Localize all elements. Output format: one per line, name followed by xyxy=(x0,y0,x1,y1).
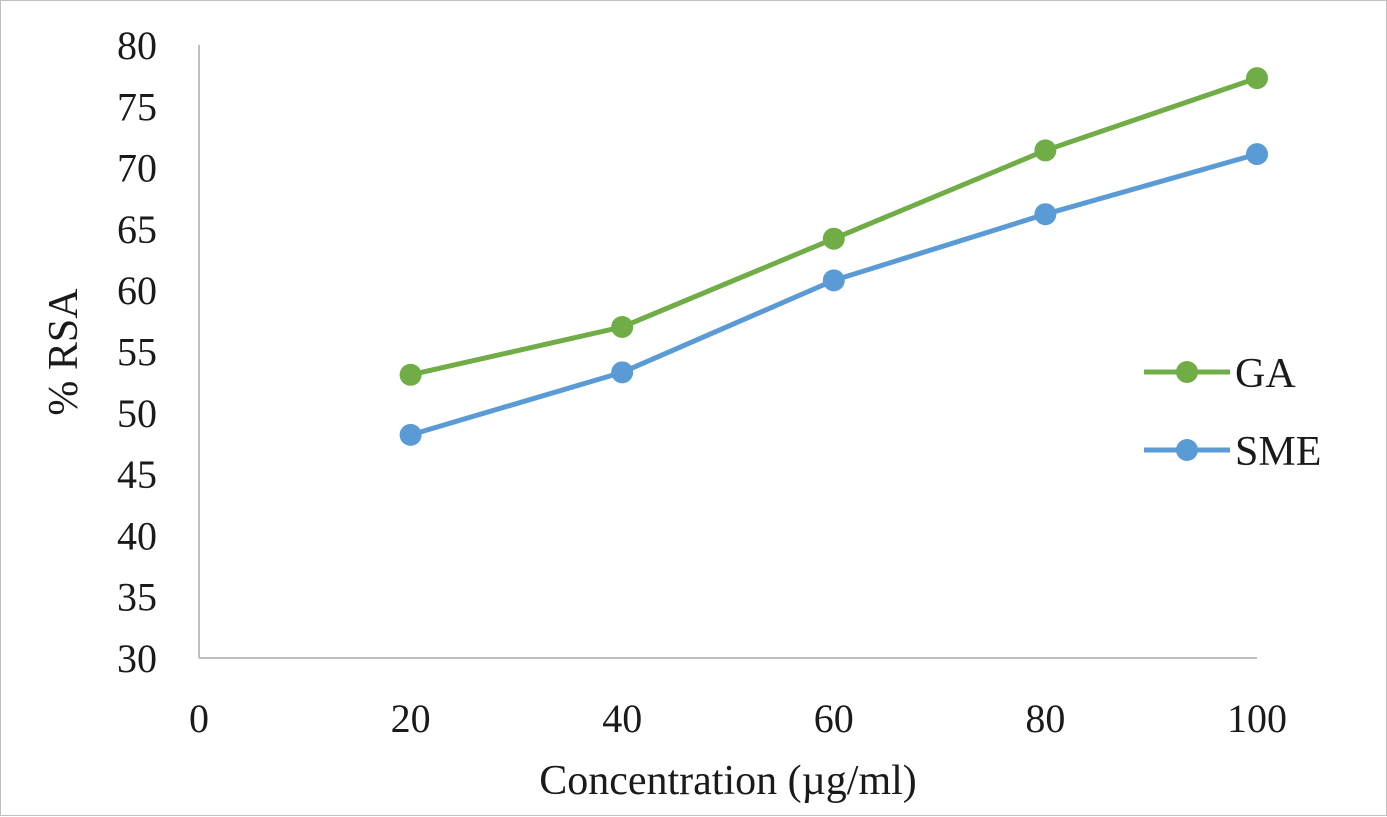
legend-swatch-marker xyxy=(1176,361,1198,383)
data-point-ga xyxy=(1246,67,1268,90)
data-point-sme xyxy=(1246,143,1268,166)
series-ga xyxy=(399,67,1268,386)
x-tick-label: 40 xyxy=(602,696,642,741)
data-point-ga xyxy=(611,315,634,338)
x-tick-label: 100 xyxy=(1227,696,1287,741)
y-tick-label: 75 xyxy=(117,84,157,129)
series-line-ga xyxy=(408,75,1260,378)
data-point-sme xyxy=(611,361,634,384)
y-tick-label: 35 xyxy=(117,575,157,620)
data-point-sme xyxy=(1034,203,1057,226)
x-tick-label: 80 xyxy=(1025,696,1065,741)
y-tick-label: 70 xyxy=(117,146,157,191)
data-point-sme xyxy=(822,269,845,292)
x-tick-labels: 0 20 40 60 80 100 xyxy=(189,696,1287,741)
axes xyxy=(198,45,1257,659)
y-tick-label: 50 xyxy=(117,391,157,436)
x-tick-label: 60 xyxy=(814,696,854,741)
legend-label: GA xyxy=(1235,351,1296,397)
x-tick-label: 20 xyxy=(391,696,431,741)
y-tick-label: 65 xyxy=(117,207,157,252)
series-layer xyxy=(399,67,1268,446)
y-tick-label: 45 xyxy=(117,452,157,497)
legend: GA SME xyxy=(1144,351,1321,475)
legend-item-ga: GA xyxy=(1144,351,1296,397)
series-sme xyxy=(399,143,1268,446)
data-point-ga xyxy=(399,363,422,386)
y-tick-label: 80 xyxy=(117,23,157,68)
data-point-ga xyxy=(1034,139,1057,162)
series-line-sme xyxy=(408,151,1260,438)
legend-item-sme: SME xyxy=(1144,429,1321,475)
x-tick-label: 0 xyxy=(189,696,209,741)
x-axis-title: Concentration (µg/ml) xyxy=(539,758,917,804)
data-point-ga xyxy=(822,227,845,250)
legend-label: SME xyxy=(1235,429,1321,475)
y-tick-label: 30 xyxy=(117,636,157,681)
legend-swatch-marker xyxy=(1176,439,1198,461)
y-tick-label: 55 xyxy=(117,330,157,375)
data-point-sme xyxy=(399,423,422,446)
y-tick-label: 40 xyxy=(117,513,157,558)
y-axis-title: % RSA xyxy=(41,288,87,416)
y-tick-label: 60 xyxy=(117,268,157,313)
y-tick-labels: 30 35 40 45 50 55 60 65 70 75 80 xyxy=(117,23,157,681)
